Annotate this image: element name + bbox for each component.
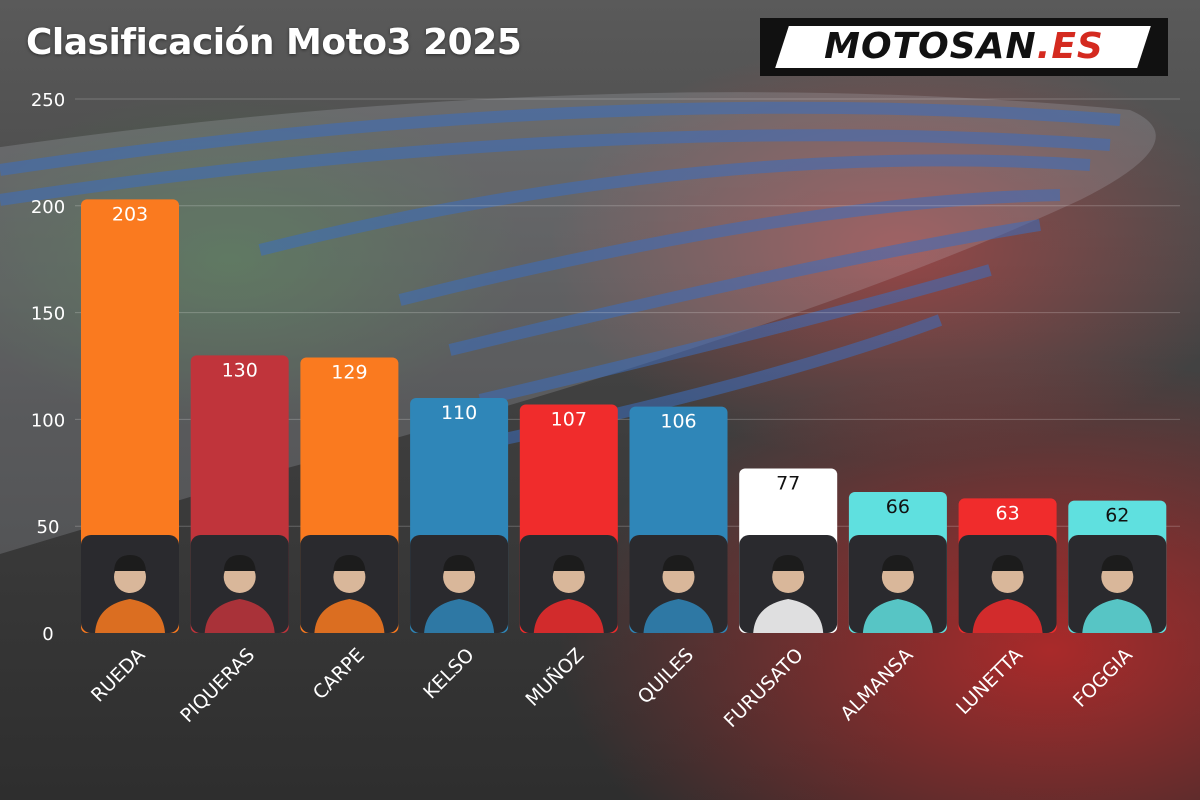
rider-cap bbox=[662, 555, 695, 571]
rider-cap bbox=[991, 555, 1024, 571]
portrait-clip bbox=[424, 555, 495, 633]
bar-value-label: 110 bbox=[441, 402, 477, 424]
x-tick-label: FURUSATO bbox=[720, 644, 808, 732]
rider-cap bbox=[223, 555, 256, 571]
portrait-clip bbox=[972, 555, 1043, 633]
x-tick-label: PIQUERAS bbox=[176, 644, 259, 727]
bars: 203 130 129 110 107 106 77 66 63 62 bbox=[81, 199, 1167, 633]
rider-body bbox=[643, 599, 714, 633]
bar-group: 107 bbox=[519, 404, 618, 633]
rider-cap bbox=[443, 555, 476, 571]
portrait-clip bbox=[1082, 555, 1153, 633]
x-tick-label: MUÑOZ bbox=[521, 643, 589, 711]
rider-portrait bbox=[410, 535, 509, 633]
portrait-clip bbox=[643, 555, 714, 633]
rider-cap bbox=[333, 555, 366, 571]
rider-portrait bbox=[190, 535, 289, 633]
y-tick-label: 50 bbox=[37, 517, 60, 538]
rider-body bbox=[204, 599, 275, 633]
portrait-clip bbox=[95, 555, 165, 633]
bar bbox=[81, 199, 179, 633]
rider-portrait bbox=[300, 535, 399, 633]
x-tick-label: LUNETTA bbox=[952, 644, 1027, 719]
rider-body bbox=[972, 599, 1043, 633]
y-tick-label: 250 bbox=[31, 90, 65, 111]
bar-group: 110 bbox=[410, 398, 509, 633]
portrait-clip bbox=[314, 555, 385, 633]
x-axis: RUEDA PIQUERAS CARPE KELSO MUÑOZ QUILES FURUSA… bbox=[87, 643, 1137, 732]
y-tick-label: 200 bbox=[31, 197, 65, 218]
rider-portrait bbox=[848, 535, 947, 633]
bar-group: 129 bbox=[300, 357, 399, 633]
x-tick-label: KELSO bbox=[419, 644, 478, 703]
y-axis: 0 50 100 150 200 250 bbox=[31, 90, 65, 645]
logo-text-domain: .ES bbox=[1036, 26, 1104, 67]
rider-body bbox=[862, 599, 933, 633]
y-tick-label: 100 bbox=[31, 410, 65, 431]
bar-value-label: 62 bbox=[1105, 505, 1129, 527]
bar-group: 66 bbox=[848, 492, 947, 633]
portrait-clip bbox=[204, 555, 275, 633]
bar-group: 63 bbox=[958, 498, 1057, 633]
bar-value-label: 77 bbox=[776, 473, 800, 495]
bar-value-label: 107 bbox=[551, 408, 587, 430]
rider-body bbox=[95, 599, 165, 633]
rider-portrait bbox=[1068, 535, 1167, 633]
rider-portrait bbox=[629, 535, 728, 633]
motosan-logo[interactable]: MOTOSAN.ES bbox=[760, 18, 1168, 76]
bar-group: 203 bbox=[81, 199, 179, 633]
x-tick-label: RUEDA bbox=[87, 644, 150, 707]
bar-value-label: 203 bbox=[112, 203, 148, 225]
y-tick-label: 0 bbox=[42, 624, 53, 645]
rider-body bbox=[314, 599, 385, 633]
x-tick-label: ALMANSA bbox=[836, 644, 917, 725]
x-tick-label: QUILES bbox=[634, 644, 698, 708]
rider-cap bbox=[552, 555, 585, 571]
portrait-clip bbox=[862, 555, 933, 633]
rider-cap bbox=[114, 555, 146, 571]
rider-body bbox=[533, 599, 604, 633]
portrait-clip bbox=[533, 555, 604, 633]
rider-body bbox=[1082, 599, 1153, 633]
rider-body bbox=[753, 599, 824, 633]
rider-cap bbox=[1101, 555, 1134, 571]
bar-value-label: 106 bbox=[660, 411, 696, 433]
chart-title: Clasificación Moto3 2025 bbox=[26, 22, 522, 63]
x-tick-label: CARPE bbox=[309, 644, 369, 704]
bar-group: 62 bbox=[1068, 500, 1167, 633]
x-tick-label: FOGGIA bbox=[1069, 644, 1137, 712]
bar-value-label: 66 bbox=[886, 496, 910, 518]
bar-value-label: 129 bbox=[331, 361, 367, 383]
bar-group: 106 bbox=[629, 406, 728, 633]
bar-value-label: 130 bbox=[222, 359, 258, 381]
rider-cap bbox=[772, 555, 805, 571]
bar-group: 77 bbox=[739, 468, 838, 633]
rider-body bbox=[424, 599, 495, 633]
bar-group: 130 bbox=[190, 355, 289, 633]
portrait-clip bbox=[753, 555, 824, 633]
rider-portrait bbox=[81, 535, 179, 633]
rider-cap bbox=[881, 555, 914, 571]
logo-text-main: MOTOSAN bbox=[824, 26, 1037, 67]
rider-portrait bbox=[739, 535, 838, 633]
y-tick-label: 150 bbox=[31, 304, 65, 325]
rider-portrait bbox=[519, 535, 618, 633]
rider-portrait bbox=[958, 535, 1057, 633]
bar-value-label: 63 bbox=[996, 502, 1020, 524]
